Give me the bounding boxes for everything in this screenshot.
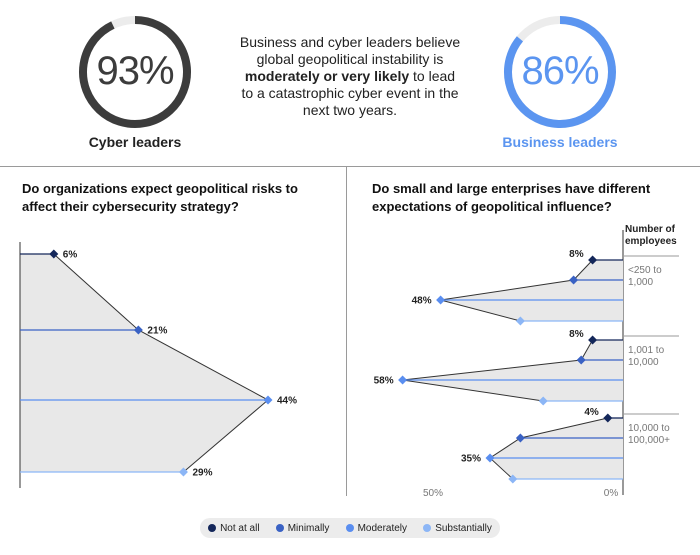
right-area-outline-2 <box>489 417 608 480</box>
right-marker-0-not-at-all <box>588 255 598 265</box>
right-label-2-moderately: 35% <box>461 454 481 465</box>
legend-dot-minimally <box>275 524 284 532</box>
group-label-2: 100,000+ <box>628 435 670 446</box>
group-label-1: 1,001 to <box>628 345 665 356</box>
right-label-0-moderately: 48% <box>412 296 432 307</box>
vertical-divider <box>346 166 347 496</box>
group-label-0: 1,000 <box>628 277 653 288</box>
right-label-1-not-at-all: 8% <box>569 329 584 340</box>
right-marker-0-minimally <box>569 275 579 285</box>
statement-bold: moderately or very likely <box>244 68 410 84</box>
right-marker-2-not-at-all <box>603 413 613 423</box>
legend-minimally: Minimally <box>275 523 329 534</box>
left-label-moderately: 44% <box>277 396 297 407</box>
right-area-outline-1 <box>402 339 594 402</box>
horizontal-divider <box>0 166 700 167</box>
cyber-leaders-caption: Cyber leaders <box>88 134 182 150</box>
right-marker-2-minimally <box>515 433 525 443</box>
left-marker-substantially <box>178 467 188 477</box>
cyber-leaders-ring <box>79 16 191 128</box>
business-leaders-value: 86% <box>521 49 599 93</box>
left-marker-minimally <box>133 325 143 335</box>
right-marker-1-minimally <box>576 355 586 365</box>
group-axis-title: employees <box>625 236 677 247</box>
legend-moderately: Moderately <box>345 523 407 534</box>
x-tick-0: 0% <box>604 488 619 499</box>
left-chart-title: Do organizations expect geopolitical ris… <box>22 181 298 214</box>
legend: Not at all Minimally Moderately Substant… <box>200 518 500 538</box>
right-label-2-not-at-all: 4% <box>584 407 599 418</box>
group-label-0: <250 to <box>628 265 662 276</box>
right-area-fill-2 <box>490 418 623 479</box>
left-marker-moderately <box>263 395 273 405</box>
legend-dot-moderately <box>345 524 354 532</box>
right-marker-0-substantially <box>515 316 525 326</box>
right-chart-title: Do small and large enterprises have diff… <box>372 181 651 214</box>
left-label-substantially: 29% <box>193 468 213 479</box>
left-label-minimally: 21% <box>147 326 167 337</box>
right-marker-2-substantially <box>508 474 518 484</box>
right-marker-1-moderately <box>398 375 408 385</box>
left-area-outline <box>53 253 269 473</box>
left-area-chart: 6% 21% 44% 29% <box>19 242 297 488</box>
business-leaders-ring <box>503 16 616 128</box>
group-label-2: 10,000 to <box>628 423 670 434</box>
legend-substantially: Substantially <box>423 523 492 534</box>
right-area-fill-0 <box>440 260 623 321</box>
right-area-fill-1 <box>402 340 623 401</box>
statement-part-1: Business and cyber leaders believe globa… <box>239 34 461 67</box>
left-area-fill <box>20 254 268 472</box>
cyber-leaders-value: 93% <box>96 49 174 93</box>
legend-not-at-all: Not at all <box>208 523 260 534</box>
left-label-not-at-all: 6% <box>63 250 78 261</box>
x-tick-50: 50% <box>423 488 443 499</box>
statement-part-2: to lead to a catastrophic cyber event in… <box>241 68 459 118</box>
right-marker-1-not-at-all <box>588 335 598 345</box>
right-label-1-moderately: 58% <box>374 376 394 387</box>
right-area-outline-0 <box>440 259 593 322</box>
header-rings <box>79 16 616 128</box>
right-marker-0-moderately <box>436 295 446 305</box>
legend-dot-not-at-all <box>208 524 217 532</box>
left-marker-not-at-all <box>49 249 59 259</box>
legend-dot-substantially <box>423 524 432 532</box>
right-marker-1-substantially <box>538 396 548 406</box>
group-axis-title: Number of <box>625 224 676 235</box>
right-marker-2-moderately <box>485 453 495 463</box>
headline-statement: Business and cyber leaders believe globa… <box>238 34 462 119</box>
right-label-0-not-at-all: 8% <box>569 249 584 260</box>
group-label-1: 10,000 <box>628 357 659 368</box>
business-leaders-caption: Business leaders <box>502 134 618 150</box>
